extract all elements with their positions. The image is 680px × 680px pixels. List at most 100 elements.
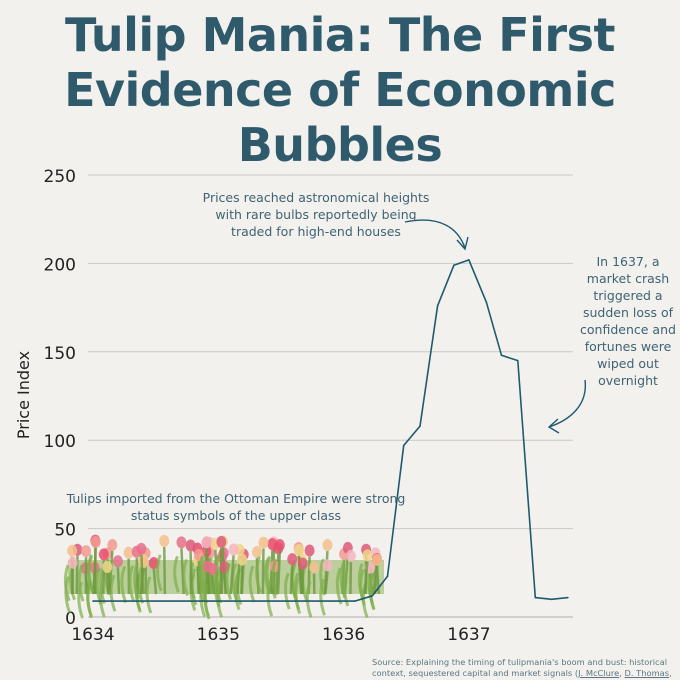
tulip-flower [202, 560, 213, 573]
tulip-leaf [233, 573, 241, 611]
y-tick-label: 100 [44, 432, 76, 452]
data-point [386, 575, 389, 578]
tulip-flower [201, 536, 212, 549]
tulip-flower [185, 539, 196, 552]
tulip-leaf [216, 580, 224, 618]
x-tick-label: 1637 [447, 625, 490, 645]
data-point [534, 596, 537, 599]
page-title: Tulip Mania: The First Evidence of Econo… [64, 8, 616, 172]
tulip-stem [106, 572, 110, 595]
data-point [453, 264, 455, 266]
tulip-stem [163, 546, 167, 595]
tulip-flower [102, 560, 113, 573]
source-citation: Source: Explaining the timing of tulipma… [372, 657, 677, 680]
tulip-leaf [368, 573, 376, 611]
tulip-flower [67, 556, 78, 569]
tulip-flower [123, 546, 134, 559]
tulip-flower [176, 536, 187, 549]
tulip-stem [240, 565, 244, 595]
data-point [567, 596, 569, 599]
tulip-flower [294, 544, 305, 557]
tulip-stem [116, 567, 121, 595]
tulip-leaf [359, 568, 366, 606]
tulip-stem [152, 568, 158, 595]
tulip-stem [324, 571, 329, 595]
tulip-illustration [63, 534, 384, 620]
arrow-to-peak-icon [404, 219, 469, 251]
author-link-mcclure[interactable]: J. McClure [578, 668, 620, 678]
tulip-stem [269, 550, 274, 595]
tulip-flower [287, 553, 298, 566]
source-text: Source: Explaining the timing of tulipma… [372, 657, 668, 678]
data-point [354, 600, 356, 602]
tulip-stem [92, 547, 97, 595]
author-link-thomas[interactable]: D. Thomas [624, 668, 670, 678]
tulip-flower [297, 557, 308, 570]
y-tick-label: 0 [65, 609, 76, 629]
tulip-stem [229, 555, 235, 595]
data-point [550, 598, 553, 601]
tulip-leaf [156, 554, 163, 592]
tulip-stem [206, 572, 211, 595]
data-point [419, 425, 421, 427]
tulip-leaf [266, 579, 274, 617]
tulip-stem [189, 551, 193, 595]
tulip-leaf [294, 576, 302, 614]
y-tick-label: 150 [44, 344, 76, 364]
tulip-flower [159, 534, 170, 547]
tulip-leaf [284, 572, 291, 610]
tulip-flower [309, 561, 320, 574]
tulip-flower [228, 543, 239, 556]
tulip-flower [81, 545, 92, 558]
gridlines [88, 174, 573, 618]
tulip-flower [251, 546, 262, 559]
annotation-crash: In 1637, a market crash triggered a sudd… [580, 254, 676, 388]
tulip-flower [258, 536, 269, 549]
data-point [402, 444, 405, 447]
tulip-leaf [319, 558, 326, 596]
tulip-leaf [77, 564, 85, 602]
tulip-leaf [64, 576, 72, 614]
tulip-stem [276, 551, 282, 595]
tulip-leaf [137, 566, 145, 604]
tulip-leaf [255, 556, 262, 594]
tulip-flower [274, 539, 285, 552]
tulip-leaf [225, 562, 233, 600]
tulip-stem [363, 561, 369, 595]
tulip-flower [322, 559, 333, 572]
tulip-stem [210, 574, 216, 595]
tulip-leaf [319, 578, 326, 616]
tulip-flower [138, 556, 149, 569]
tulip-leaf [342, 569, 350, 607]
tulip-stem [223, 573, 227, 595]
y-tick-label: 200 [44, 255, 76, 275]
tulip-flower [372, 553, 383, 566]
tulip-stem [275, 554, 280, 595]
data-point [500, 354, 503, 357]
tulip-stem [261, 548, 265, 595]
tulip-flower [67, 544, 78, 557]
tulip-leaf [63, 564, 71, 602]
tulip-leaf [305, 580, 313, 618]
tulip-leaf [109, 574, 117, 612]
y-axis-label: Price Index [14, 351, 33, 439]
tulip-stem [108, 550, 114, 595]
annotation-tulips: Tulips imported from the Ottoman Empire … [66, 491, 406, 523]
y-tick-labels: 0 50 100 150 200 250 [44, 167, 76, 629]
x-tick-label: 1635 [197, 625, 240, 645]
tulip-leaf [173, 555, 180, 593]
tulip-flower [362, 549, 373, 562]
data-point [516, 359, 519, 362]
tulip-flower [107, 538, 118, 551]
data-point [468, 259, 470, 261]
arrow-to-crash-icon [547, 379, 586, 434]
tulip-leaf [199, 579, 207, 617]
tulip-stem [140, 554, 145, 595]
tulip-leaf [182, 558, 190, 597]
tulip-flower [90, 536, 101, 549]
tulip-leaf [128, 565, 136, 603]
tulip-flower [98, 548, 109, 561]
tulip-flower [112, 555, 123, 568]
annotation-peak: Prices reached astronomical heights with… [202, 190, 430, 239]
